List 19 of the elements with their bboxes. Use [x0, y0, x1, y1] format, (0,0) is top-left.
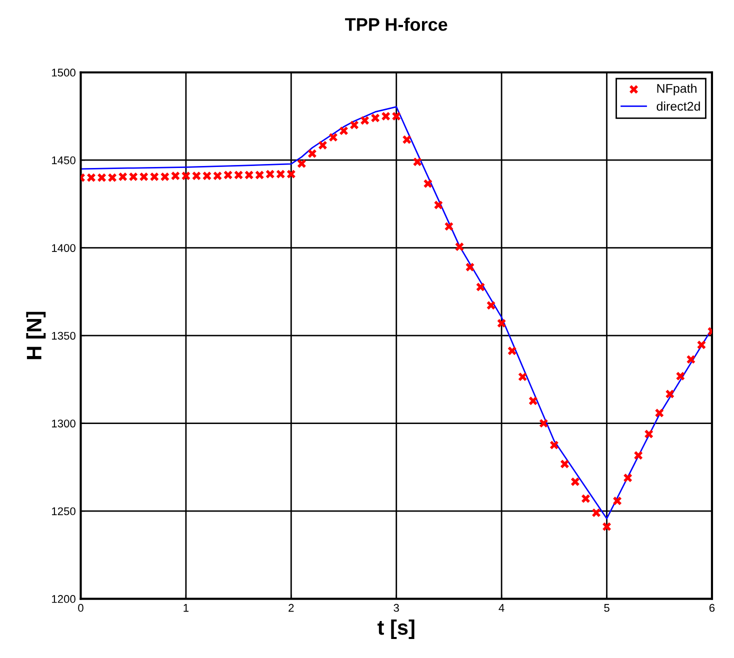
y-tick-label: 1400	[52, 244, 76, 252]
y-tick-label: 1250	[52, 507, 76, 516]
x-tick-label: 2	[288, 604, 294, 612]
chart-title: TPP H-force	[345, 18, 448, 31]
x-tick-label: 6	[709, 604, 715, 612]
y-tick-label: 1200	[52, 595, 76, 603]
y-axis-title: H [N]	[26, 312, 46, 360]
y-tick-label: 1300	[52, 420, 76, 428]
x-axis-title: t [s]	[378, 620, 414, 639]
x-tick-label: 0	[78, 604, 84, 612]
legend-label: direct2d	[656, 102, 700, 111]
y-tick-label: 1450	[52, 156, 76, 164]
x-tick-label: 4	[498, 604, 504, 612]
x-tick-label: 5	[604, 604, 610, 612]
x-tick-label: 3	[394, 604, 399, 612]
y-tick-label: 1350	[52, 332, 76, 340]
legend-label: NFpath	[657, 84, 696, 96]
y-tick-label: 1500	[52, 68, 76, 77]
x-tick-label: 1	[184, 604, 188, 612]
